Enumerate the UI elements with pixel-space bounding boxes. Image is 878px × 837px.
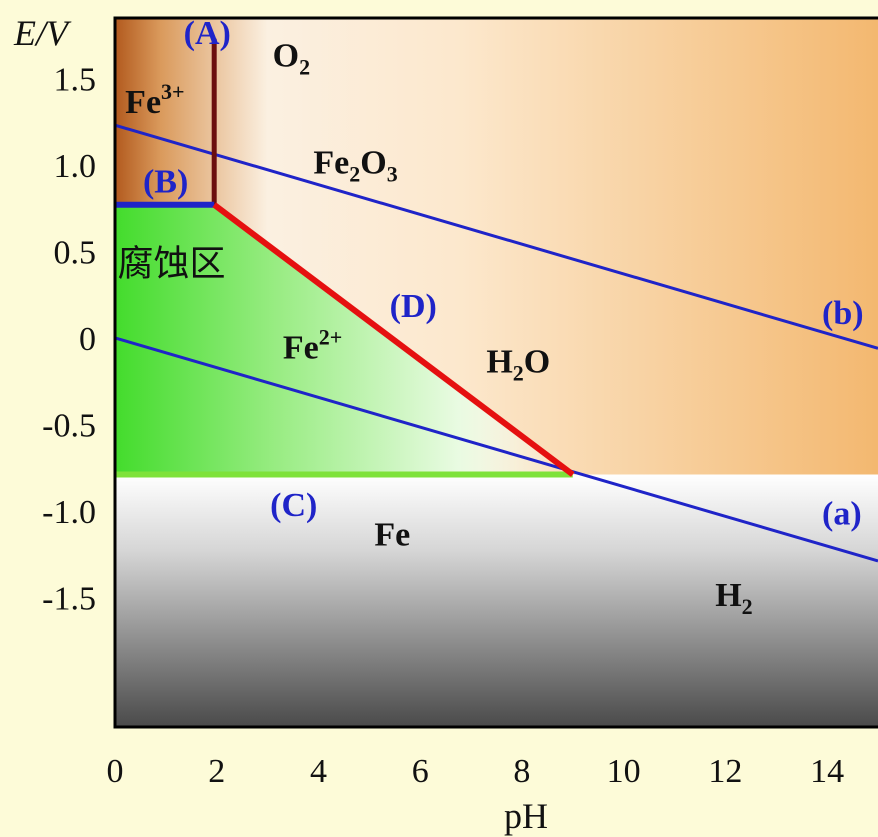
- plot-area: [115, 18, 878, 727]
- species-label: Fe2O3: [313, 145, 397, 187]
- x-axis-label: pH: [504, 796, 548, 836]
- x-tick-label: 0: [107, 753, 124, 790]
- x-tick-label: 4: [310, 753, 327, 790]
- species-label: H2: [715, 577, 752, 619]
- line-b: [115, 123, 878, 350]
- plot-frame: [113, 16, 878, 729]
- y-tick-label: 0: [79, 321, 96, 358]
- species-label: Fe2+: [283, 325, 342, 367]
- annotations: Fe3+ O2 Fe2O3 腐蚀区 Fe2+ H2O Fe H2 (A) (B) (C) (D) (a)…: [118, 15, 864, 619]
- curve-label: (a): [822, 496, 862, 533]
- x-tick-label: 10: [607, 753, 641, 790]
- curve-label: (C): [270, 487, 317, 524]
- x-tick-labels: 0 2 4 6 8 10 12 14: [107, 753, 845, 790]
- y-tick-label: -0.5: [42, 407, 96, 444]
- y-tick-label: 0.5: [54, 234, 97, 271]
- y-tick-label: 1.5: [54, 62, 97, 99]
- y-axis-label: E/V: [13, 13, 72, 53]
- species-label: Fe3+: [125, 79, 184, 121]
- fe-region: [115, 474, 878, 727]
- species-label: H2O: [486, 344, 550, 386]
- y-tick-label: -1.5: [42, 580, 96, 617]
- line-a: [115, 336, 878, 563]
- x-tick-label: 14: [810, 753, 844, 790]
- y-tick-label: -1.0: [42, 494, 96, 531]
- y-tick-label: 1.0: [54, 148, 97, 185]
- corrosion-zone-label: 腐蚀区: [118, 244, 226, 285]
- line-D: [212, 202, 575, 477]
- curve-label: (b): [822, 295, 864, 332]
- x-tick-label: 12: [708, 753, 742, 790]
- boundary-lines: [115, 38, 878, 563]
- species-label: Fe: [374, 516, 410, 553]
- y-tick-labels: 1.5 1.0 0.5 0 -0.5 -1.0 -1.5: [42, 62, 96, 618]
- species-label: O2: [273, 37, 310, 79]
- curve-label: (D): [390, 288, 437, 325]
- x-tick-label: 2: [208, 753, 225, 790]
- x-tick-label: 6: [412, 753, 429, 790]
- x-tick-label: 8: [513, 753, 530, 790]
- curve-label: (A): [184, 15, 231, 52]
- curve-label: (B): [143, 164, 188, 201]
- corrosion-region: [115, 204, 573, 475]
